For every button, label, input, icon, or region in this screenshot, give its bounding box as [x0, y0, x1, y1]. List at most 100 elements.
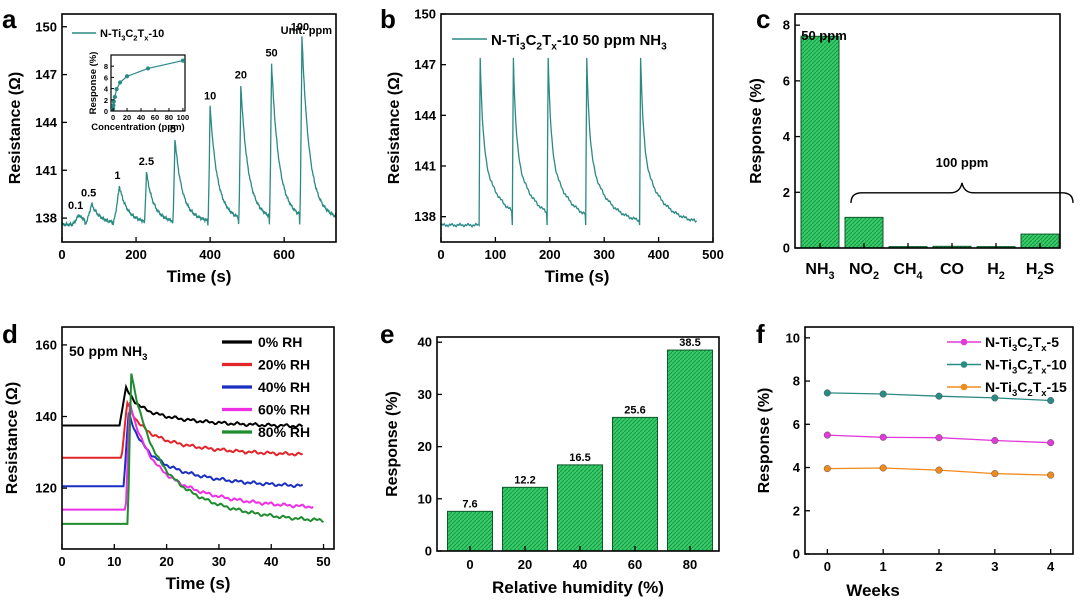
y-tick-label: 2 [793, 503, 800, 518]
category-label: CH4 [893, 261, 922, 282]
annotation-50ppm: 50 ppm [801, 28, 847, 43]
inset-y-label: Response (%) [88, 52, 99, 115]
category-label: NH3 [805, 261, 834, 282]
inset-y-tick-label: 0 [104, 107, 108, 116]
formula-part: T [1033, 334, 1042, 350]
formula-part: 2 [1027, 366, 1032, 377]
y-tick-label: 8 [793, 374, 800, 389]
legend-marker [960, 338, 968, 346]
formula-part: -10 [1047, 357, 1067, 373]
y-tick-label: 147 [414, 57, 436, 72]
series-point [879, 464, 887, 472]
formula-part: 3 [1012, 388, 1017, 399]
axes-frame [61, 13, 337, 243]
trace-line [61, 36, 337, 227]
formula-part: C [1017, 357, 1027, 373]
panel-letter-f: f [756, 319, 765, 349]
x-axis-label: Time (s) [545, 267, 610, 286]
x-tick-label: 300 [593, 247, 615, 262]
y-axis-label: Response (%) [384, 391, 401, 497]
x-tick-label: 20 [159, 554, 173, 569]
y-axis-label: Response (%) [748, 78, 765, 184]
series-point [823, 465, 831, 473]
x-tick-label: 0 [437, 247, 444, 262]
inset-point [112, 94, 117, 100]
inset-point [114, 87, 119, 92]
series-point [879, 433, 887, 441]
x-axis-label: Relative humidity (%) [492, 578, 664, 597]
y-tick-label: 0 [793, 547, 800, 562]
inset-point [180, 58, 186, 63]
formula-part: 4 [917, 270, 923, 282]
inset-point [145, 66, 151, 71]
formula-part: 3 [661, 42, 667, 53]
inset-point [111, 99, 116, 104]
category-label: H2 [987, 261, 1005, 282]
series-line-3 [62, 402, 314, 511]
legend-label: 20% RH [258, 357, 310, 373]
formula-part: 2 [999, 270, 1005, 282]
x-tick-label: 40 [264, 554, 278, 569]
y-tick-label: 141 [414, 159, 436, 174]
formula-part: CH [893, 261, 916, 278]
inset-x-tick-label: 0 [111, 113, 115, 122]
panel-letter-b: b [380, 4, 396, 34]
y-tick-label: 0 [425, 544, 432, 559]
x-tick-label: 100 [485, 247, 507, 262]
x-tick-label: 10 [107, 554, 121, 569]
formula-part: 2 [1037, 270, 1043, 282]
data-label: 12.2 [514, 474, 535, 486]
inset-x-tick-label: 40 [137, 113, 145, 122]
unit-note: Unit: ppm [281, 25, 333, 37]
formula-part: -10 [148, 28, 164, 40]
series-point [823, 389, 831, 397]
panel-letter-e: e [380, 319, 394, 349]
series-point [991, 394, 999, 402]
x-tick-label: 4 [1047, 559, 1055, 574]
axes-frame [61, 326, 335, 550]
concentration-label: 10 [204, 90, 216, 102]
legend-marker [960, 361, 968, 368]
bar-20 [502, 486, 548, 552]
inset-x-tick-label: 60 [151, 113, 159, 122]
y-tick-label: 4 [793, 460, 801, 475]
concentration-label: 2.5 [139, 156, 154, 168]
y-axis-label: Resistance (Ω) [7, 72, 24, 184]
series-point [1047, 439, 1055, 447]
legend-label: N-Ti3C2Tx-5 [985, 334, 1059, 354]
x-tick-label: 30 [212, 554, 226, 569]
formula-part: N-Ti [985, 357, 1012, 373]
series-line-4 [62, 373, 324, 525]
x-tick-label: 200 [539, 247, 561, 262]
formula-part: -15 [1047, 379, 1067, 395]
formula-part: C [1017, 379, 1027, 395]
series-point [935, 434, 943, 442]
formula-part: T [1033, 357, 1042, 373]
inset-x-tick-label: 20 [123, 113, 131, 122]
data-label: 16.5 [569, 452, 590, 464]
formula-part: 3 [142, 352, 147, 363]
x-tick-label: 500 [702, 247, 724, 262]
y-tick-label: 141 [35, 163, 57, 178]
bar-0 [447, 510, 493, 552]
legend-label: 60% RH [258, 402, 310, 418]
formula-part: -10 50 ppm NH [557, 32, 661, 49]
y-tick-label: 150 [414, 7, 436, 22]
bar-80 [667, 349, 713, 552]
x-tick-label: 0 [824, 559, 831, 574]
y-tick-label: 144 [414, 108, 436, 123]
category-label: 80 [683, 557, 697, 572]
concentration-label: 1 [114, 170, 120, 182]
inset-x-tick-label: 80 [165, 113, 173, 122]
formula-part: C [125, 28, 133, 40]
formula-part: H [1026, 261, 1038, 278]
formula-part: H [987, 261, 999, 278]
series-point [823, 431, 831, 439]
formula-part: 2 [133, 33, 137, 42]
category-label: 40 [573, 557, 587, 572]
formula-part: S [1043, 261, 1054, 278]
y-tick-label: 160 [35, 337, 57, 352]
category-label: 20 [518, 557, 532, 572]
x-tick-label: 400 [648, 247, 670, 262]
